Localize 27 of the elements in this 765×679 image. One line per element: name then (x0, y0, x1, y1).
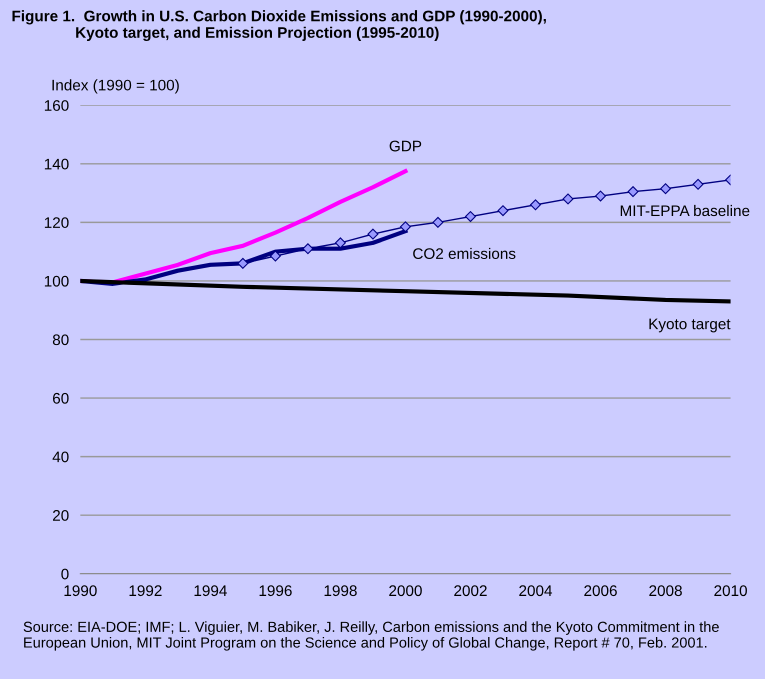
source-note: Source: EIA-DOE; IMF; L. Viguier, M. Babiker, J. Reilly, Carbon emissions and the Kyoto Commitment in the European Union, MIT Joint Program on the Science and Policy of Global Change, Report # 70, Feb. 2001. (24, 621, 719, 651)
x-tick-label: 2006 (584, 585, 617, 596)
x-tick-label: 2004 (519, 585, 552, 596)
y-axis-title: Index (1990 = 100) (52, 79, 179, 94)
series-label: Kyoto target (649, 318, 730, 332)
y-tick-label: 120 (44, 217, 69, 228)
x-tick-label: 1996 (260, 585, 292, 596)
x-tick-label: 2000 (389, 585, 422, 596)
x-tick-label: 2010 (714, 585, 747, 596)
series-label: CO2 emissions (413, 248, 516, 260)
y-tick-label: 100 (44, 276, 69, 287)
y-tick-label: 160 (44, 100, 69, 111)
series-label: MIT-EPPA baseline (620, 204, 750, 216)
series-label: GDP (390, 140, 422, 152)
x-tick-label: 1994 (194, 585, 227, 596)
y-tick-label: 40 (52, 451, 69, 462)
x-tick-label: 1998 (324, 585, 357, 596)
y-tick-label: 20 (52, 510, 69, 521)
x-tick-label: 1992 (130, 585, 162, 596)
x-tick-label: 1990 (64, 585, 97, 596)
x-tick-label: 2008 (649, 585, 682, 596)
chart-title: Figure 1. Growth in U.S. Carbon Dioxide Emissions and GDP (1990-2000), Kyoto target, and Emission Projection (1995-2010) (12, 10, 546, 42)
y-tick-label: 0 (61, 568, 69, 580)
y-tick-label: 60 (53, 392, 69, 404)
x-tick-label: 2002 (454, 585, 487, 596)
y-tick-label: 80 (52, 334, 69, 346)
y-tick-label: 140 (44, 158, 69, 170)
